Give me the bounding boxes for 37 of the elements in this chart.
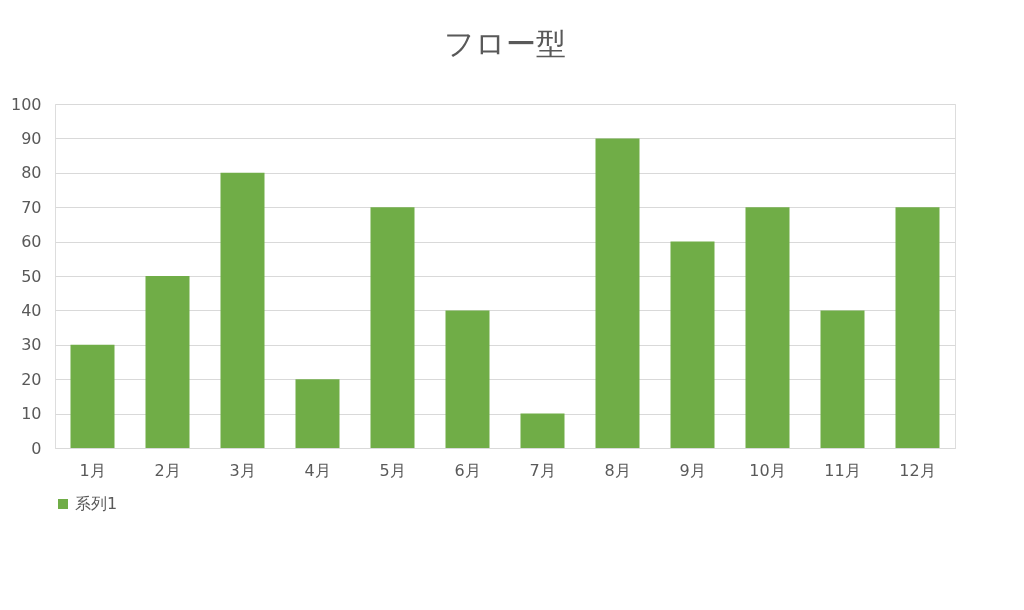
y-tick-label: 30 bbox=[21, 335, 42, 355]
legend-label: 系列1 bbox=[75, 494, 118, 513]
y-tick-label: 100 bbox=[10, 94, 42, 114]
x-tick-label: 1月 bbox=[79, 460, 106, 480]
bar bbox=[145, 276, 190, 448]
bar bbox=[220, 172, 265, 448]
y-tick-label: 0 bbox=[31, 438, 42, 458]
x-tick-label: 12月 bbox=[899, 460, 936, 480]
bar bbox=[295, 379, 340, 448]
y-tick-label: 20 bbox=[21, 369, 42, 389]
x-tick-label: 11月 bbox=[824, 460, 861, 480]
chart-title: フロー型 bbox=[444, 26, 566, 61]
x-tick-label: 3月 bbox=[229, 460, 256, 480]
y-tick-label: 40 bbox=[21, 300, 42, 320]
y-tick-label: 70 bbox=[21, 197, 42, 217]
bar bbox=[820, 310, 865, 448]
x-tick-label: 7月 bbox=[529, 460, 556, 480]
x-tick-label: 4月 bbox=[304, 460, 331, 480]
x-tick-label: 8月 bbox=[604, 460, 631, 480]
x-tick-label: 6月 bbox=[454, 460, 481, 480]
y-tick-label: 90 bbox=[21, 128, 42, 148]
y-tick-label: 10 bbox=[21, 404, 42, 424]
bar bbox=[520, 413, 565, 448]
bar bbox=[445, 310, 490, 448]
x-tick-label: 9月 bbox=[679, 460, 706, 480]
y-tick-label: 80 bbox=[21, 163, 42, 183]
x-tick-label: 5月 bbox=[379, 460, 406, 480]
y-tick-label: 50 bbox=[21, 266, 42, 286]
x-tick-label: 10月 bbox=[749, 460, 786, 480]
bar bbox=[745, 207, 790, 448]
y-tick-label: 60 bbox=[21, 232, 42, 252]
x-tick-label: 2月 bbox=[154, 460, 181, 480]
bar bbox=[370, 207, 415, 448]
bar bbox=[595, 138, 640, 448]
bar bbox=[70, 344, 115, 448]
bar bbox=[670, 241, 715, 448]
bar bbox=[895, 207, 940, 448]
